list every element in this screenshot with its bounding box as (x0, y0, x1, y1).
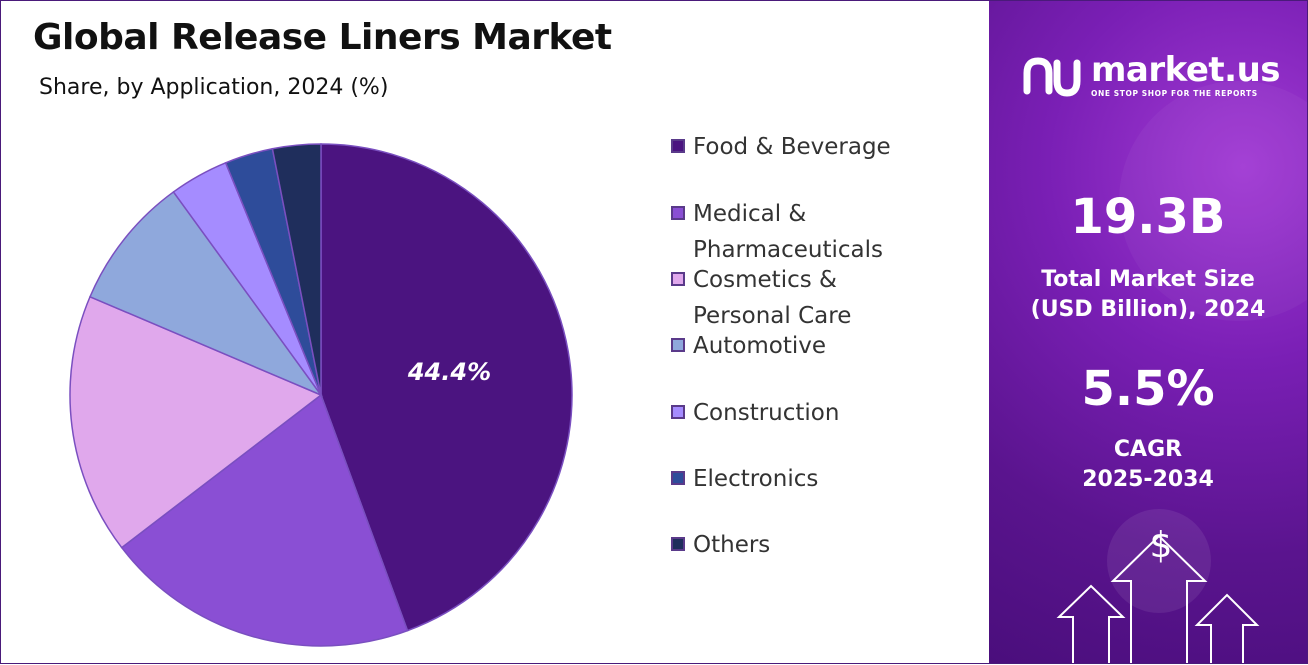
cagr-value: 5.5% (1081, 361, 1215, 417)
market-size-value: 19.3B (1070, 189, 1226, 245)
legend-label: Food & Beverage (693, 134, 891, 160)
pie-slice-others (271, 143, 322, 396)
legend-swatch (671, 272, 685, 286)
chart-subtitle: Share, by Application, 2024 (%) (39, 75, 389, 100)
pie-slice-cosmetics-personal-care (69, 295, 323, 549)
legend-item: Cosmetics & Personal Care (671, 266, 923, 334)
legend-label: Cosmetics & Personal Care (693, 267, 852, 329)
sidebar-panel: $ market.us ONE STOP SHOP FOR THE REPORT… (989, 1, 1307, 663)
brand-name: market.us (1091, 49, 1281, 90)
legend-swatch (671, 338, 685, 352)
chart-panel: Global Release Liners Market Share, by A… (1, 1, 988, 663)
legend-label: Electronics (693, 466, 819, 492)
legend-item: Medical & Pharmaceuticals (671, 200, 923, 268)
legend-label: Automotive (693, 333, 827, 359)
pie-chart: 44.4% (69, 143, 573, 647)
pie-data-label: 44.4% (407, 358, 491, 386)
legend-swatch (671, 405, 685, 419)
market-size-label-line1: Total Market Size (1041, 267, 1255, 292)
legend-swatch (671, 471, 685, 485)
legend-label: Others (693, 532, 771, 558)
legend-item: Electronics (671, 465, 923, 497)
pie-slice-medical-pharmaceuticals (120, 393, 409, 647)
legend-swatch (671, 206, 685, 220)
legend-label: Construction (693, 400, 840, 426)
pie-slice-automotive (89, 190, 324, 397)
legend-swatch (671, 139, 685, 153)
cagr-label-line2: 2025-2034 (1082, 467, 1214, 492)
legend-item: Automotive (671, 332, 923, 364)
brand-tagline: ONE STOP SHOP FOR THE REPORTS (1091, 88, 1258, 98)
legend-item: Food & Beverage (671, 133, 923, 165)
market-us-logo-icon (1023, 57, 1081, 97)
chart-legend: Food & Beverage Medical & Pharmaceuticals… (671, 1, 971, 665)
legend-item: Construction (671, 399, 923, 431)
legend-item: Others (671, 531, 923, 563)
market-size-label-line2: (USD Billion), 2024 (1030, 297, 1266, 322)
growth-arrows-decoration: $ (1056, 81, 1307, 663)
svg-text:$: $ (1150, 525, 1173, 566)
chart-title: Global Release Liners Market (33, 17, 612, 58)
legend-swatch (671, 537, 685, 551)
brand-logo: market.us ONE STOP SHOP FOR THE REPORTS (1021, 49, 1281, 99)
cagr-label-line1: CAGR (1113, 437, 1183, 462)
pie-slice-food-beverage (320, 143, 573, 632)
legend-label: Medical & Pharmaceuticals (693, 201, 883, 263)
